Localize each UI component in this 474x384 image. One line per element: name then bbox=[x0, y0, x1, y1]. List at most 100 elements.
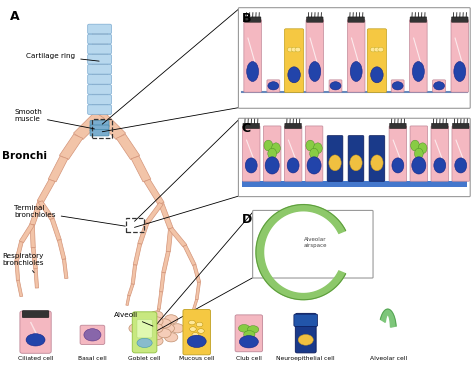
Polygon shape bbox=[169, 227, 187, 247]
Polygon shape bbox=[116, 134, 140, 159]
FancyBboxPatch shape bbox=[348, 136, 364, 181]
Ellipse shape bbox=[265, 157, 279, 174]
FancyBboxPatch shape bbox=[244, 20, 262, 92]
FancyBboxPatch shape bbox=[348, 17, 365, 22]
FancyBboxPatch shape bbox=[88, 34, 111, 44]
Ellipse shape bbox=[164, 315, 178, 324]
Ellipse shape bbox=[378, 47, 383, 52]
FancyBboxPatch shape bbox=[88, 65, 111, 74]
Polygon shape bbox=[133, 243, 142, 265]
FancyBboxPatch shape bbox=[90, 121, 109, 127]
FancyBboxPatch shape bbox=[451, 17, 468, 22]
FancyBboxPatch shape bbox=[347, 20, 365, 92]
Polygon shape bbox=[144, 179, 164, 205]
FancyBboxPatch shape bbox=[90, 129, 109, 136]
FancyBboxPatch shape bbox=[410, 20, 427, 92]
Ellipse shape bbox=[371, 67, 383, 83]
Text: C: C bbox=[242, 122, 251, 135]
Ellipse shape bbox=[239, 336, 258, 348]
Ellipse shape bbox=[26, 334, 45, 346]
Ellipse shape bbox=[245, 158, 257, 173]
Ellipse shape bbox=[414, 148, 423, 159]
Polygon shape bbox=[92, 27, 107, 115]
Ellipse shape bbox=[264, 140, 273, 151]
Ellipse shape bbox=[238, 324, 250, 332]
Ellipse shape bbox=[288, 67, 301, 83]
Ellipse shape bbox=[158, 329, 171, 338]
Ellipse shape bbox=[244, 331, 255, 338]
Polygon shape bbox=[381, 309, 396, 327]
FancyBboxPatch shape bbox=[88, 24, 111, 34]
Ellipse shape bbox=[313, 143, 322, 154]
FancyBboxPatch shape bbox=[307, 17, 323, 22]
FancyBboxPatch shape bbox=[88, 44, 111, 54]
Polygon shape bbox=[15, 242, 23, 262]
Ellipse shape bbox=[350, 61, 362, 81]
FancyBboxPatch shape bbox=[391, 80, 404, 92]
FancyBboxPatch shape bbox=[431, 126, 448, 181]
FancyBboxPatch shape bbox=[285, 123, 301, 129]
Ellipse shape bbox=[171, 324, 184, 333]
FancyBboxPatch shape bbox=[88, 55, 111, 64]
Ellipse shape bbox=[84, 329, 101, 341]
Bar bbox=[126, 218, 144, 232]
Bar bbox=[92, 119, 112, 138]
Ellipse shape bbox=[454, 61, 466, 81]
Polygon shape bbox=[145, 202, 163, 224]
Ellipse shape bbox=[150, 331, 163, 340]
Polygon shape bbox=[256, 205, 346, 300]
Ellipse shape bbox=[309, 61, 321, 81]
Ellipse shape bbox=[135, 315, 148, 324]
Ellipse shape bbox=[306, 140, 315, 151]
Polygon shape bbox=[131, 156, 151, 182]
Ellipse shape bbox=[246, 61, 259, 81]
FancyBboxPatch shape bbox=[410, 126, 428, 181]
Ellipse shape bbox=[291, 47, 297, 52]
Ellipse shape bbox=[298, 334, 313, 345]
Ellipse shape bbox=[135, 333, 148, 342]
FancyBboxPatch shape bbox=[264, 126, 281, 181]
FancyBboxPatch shape bbox=[90, 125, 109, 131]
Polygon shape bbox=[131, 265, 137, 284]
Ellipse shape bbox=[142, 329, 155, 338]
Text: D: D bbox=[242, 213, 252, 226]
Ellipse shape bbox=[392, 158, 404, 173]
FancyBboxPatch shape bbox=[410, 17, 427, 22]
Ellipse shape bbox=[158, 319, 171, 328]
Polygon shape bbox=[50, 218, 61, 240]
FancyBboxPatch shape bbox=[238, 118, 470, 197]
Ellipse shape bbox=[412, 157, 426, 174]
Ellipse shape bbox=[198, 329, 204, 333]
Text: A: A bbox=[9, 10, 19, 23]
Ellipse shape bbox=[350, 155, 362, 171]
Ellipse shape bbox=[272, 143, 280, 154]
Polygon shape bbox=[162, 251, 170, 273]
FancyBboxPatch shape bbox=[235, 315, 263, 352]
Polygon shape bbox=[191, 299, 198, 315]
Text: Basal cell: Basal cell bbox=[78, 356, 107, 361]
Polygon shape bbox=[95, 112, 126, 139]
Polygon shape bbox=[193, 265, 201, 283]
Ellipse shape bbox=[329, 155, 341, 171]
Polygon shape bbox=[160, 273, 165, 292]
Text: B: B bbox=[242, 12, 251, 25]
Ellipse shape bbox=[410, 140, 419, 151]
FancyBboxPatch shape bbox=[367, 29, 387, 93]
Polygon shape bbox=[126, 296, 130, 305]
FancyBboxPatch shape bbox=[88, 85, 111, 94]
Polygon shape bbox=[150, 320, 155, 329]
FancyBboxPatch shape bbox=[284, 126, 302, 181]
FancyBboxPatch shape bbox=[88, 105, 111, 114]
Ellipse shape bbox=[137, 338, 152, 348]
Polygon shape bbox=[157, 292, 163, 309]
FancyBboxPatch shape bbox=[253, 210, 373, 278]
Polygon shape bbox=[63, 259, 68, 278]
Polygon shape bbox=[195, 282, 201, 300]
Text: Goblet cell: Goblet cell bbox=[128, 356, 161, 361]
FancyBboxPatch shape bbox=[329, 80, 342, 92]
FancyBboxPatch shape bbox=[327, 136, 343, 181]
Ellipse shape bbox=[196, 322, 203, 327]
FancyBboxPatch shape bbox=[137, 319, 152, 338]
Polygon shape bbox=[34, 269, 38, 288]
Ellipse shape bbox=[287, 158, 299, 173]
